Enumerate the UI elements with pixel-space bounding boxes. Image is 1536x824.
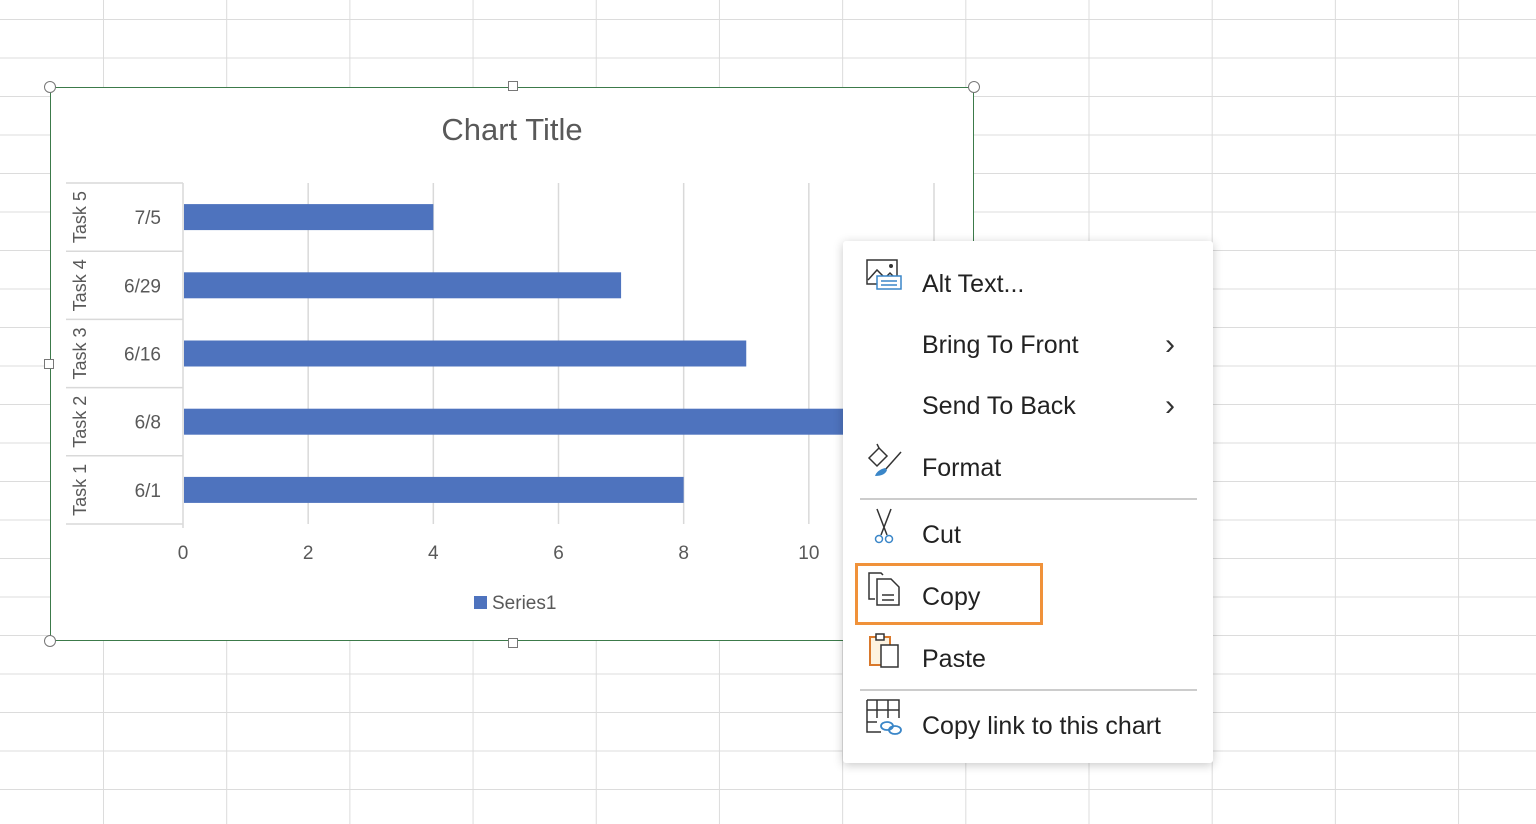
- resize-handle-tl[interactable]: [44, 81, 56, 93]
- menu-item-label: Copy link to this chart: [922, 711, 1161, 740]
- menu-item-label: Cut: [922, 520, 961, 549]
- menu-item-label: Alt Text...: [922, 269, 1025, 298]
- menu-item-copy[interactable]: Copy: [843, 569, 1213, 625]
- menu-item-bring-to-front[interactable]: Bring To Front ›: [843, 317, 1213, 373]
- x-tick-label: 0: [178, 543, 189, 564]
- category-label: 6/8: [135, 413, 161, 434]
- legend-label: Series1: [492, 593, 556, 614]
- copy-icon: [868, 572, 900, 606]
- bar: [184, 340, 747, 367]
- bar: [184, 204, 434, 231]
- alt-text-icon: [866, 259, 902, 290]
- chart-title[interactable]: Chart Title: [441, 112, 583, 147]
- menu-separator: [860, 498, 1197, 500]
- category-group-label: Task 3: [70, 327, 90, 379]
- x-tick-label: 4: [428, 543, 439, 564]
- menu-item-label: Bring To Front: [922, 330, 1079, 359]
- resize-handle-tr[interactable]: [968, 81, 980, 93]
- menu-item-label: Paste: [922, 644, 986, 673]
- menu-item-label: Send To Back: [922, 391, 1076, 420]
- category-group-label: Task 1: [70, 464, 90, 516]
- category-group-label: Task 4: [70, 259, 90, 311]
- x-tick-label: 6: [553, 543, 564, 564]
- menu-item-cut[interactable]: Cut: [843, 507, 1213, 563]
- resize-handle-l[interactable]: [44, 359, 54, 369]
- context-menu: Alt Text... Bring To Front › Send To Bac…: [843, 241, 1213, 763]
- bar: [184, 272, 622, 299]
- menu-separator: [860, 689, 1197, 691]
- scissors-icon: [874, 508, 894, 544]
- chevron-right-icon: ›: [1165, 389, 1175, 422]
- link-chart-icon: [866, 699, 902, 735]
- menu-item-send-to-back[interactable]: Send To Back ›: [843, 378, 1213, 434]
- chevron-right-icon: ›: [1165, 328, 1175, 361]
- bar: [184, 408, 872, 435]
- resize-handle-t[interactable]: [508, 81, 518, 91]
- menu-item-label: Format: [922, 453, 1002, 482]
- legend-swatch: [474, 596, 487, 609]
- paste-icon: [869, 633, 899, 668]
- resize-handle-b[interactable]: [508, 638, 518, 648]
- menu-item-paste[interactable]: Paste: [843, 631, 1213, 687]
- bar: [184, 476, 684, 503]
- category-label: 6/1: [135, 481, 161, 502]
- format-paint-icon: [867, 443, 902, 476]
- x-tick-label: 10: [798, 543, 819, 564]
- category-label: 7/5: [135, 208, 161, 229]
- x-tick-label: 2: [303, 543, 314, 564]
- category-group-label: Task 5: [70, 191, 90, 243]
- menu-item-format[interactable]: Format: [843, 440, 1213, 496]
- x-tick-label: 8: [678, 543, 689, 564]
- category-label: 6/16: [124, 345, 161, 366]
- category-label: 6/29: [124, 276, 161, 297]
- resize-handle-bl[interactable]: [44, 635, 56, 647]
- category-group-label: Task 2: [70, 396, 90, 448]
- copy-highlight-box: [855, 563, 1043, 625]
- menu-item-label: Copy: [922, 582, 981, 611]
- menu-item-alt-text[interactable]: Alt Text...: [843, 256, 1213, 312]
- menu-item-copy-link[interactable]: Copy link to this chart: [843, 698, 1213, 754]
